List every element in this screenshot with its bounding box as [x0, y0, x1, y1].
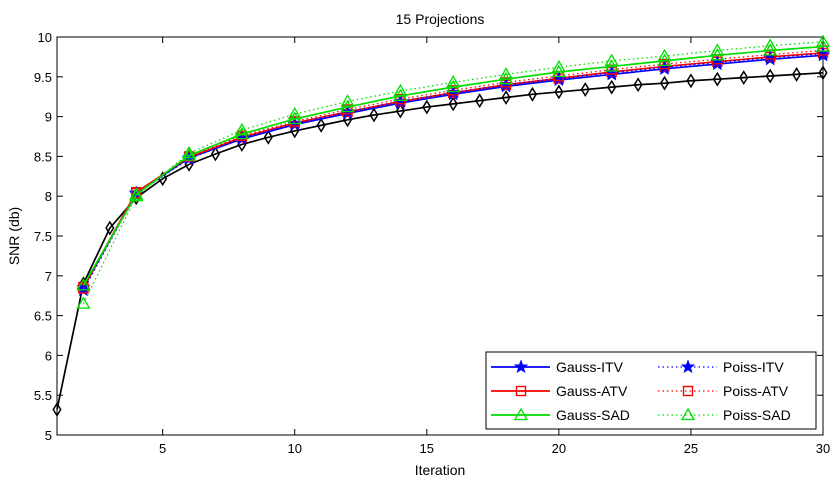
data-point-poiss-sad — [76, 296, 91, 309]
data-point-reference — [501, 90, 511, 105]
y-axis-label: SNR (db) — [6, 207, 22, 265]
x-tick-label: 20 — [552, 441, 566, 456]
data-point-gauss-sad — [76, 278, 91, 291]
y-tick-label: 6.5 — [34, 309, 52, 324]
data-point-reference — [422, 99, 432, 115]
legend-label-gauss-atv: Gauss-ATV — [556, 383, 628, 399]
data-point-reference — [316, 117, 326, 133]
legend-label-poiss-sad: Poiss-SAD — [723, 407, 791, 423]
axes: 5 10 15 20 25 30 5 5.5 6 6.5 7 7.5 8 8.5 9 9.5 10 — [34, 30, 830, 456]
data-point-reference — [791, 66, 802, 82]
series-layer — [52, 34, 830, 417]
y-tick-label: 8.5 — [34, 149, 52, 164]
series-line-poiss-atv — [82, 49, 824, 289]
data-point-reference — [105, 220, 115, 236]
x-tick-label: 5 — [159, 441, 166, 456]
data-point-reference — [527, 86, 538, 102]
data-point-reference — [369, 107, 379, 123]
data-point-reference — [818, 65, 828, 81]
data-point-reference — [659, 75, 670, 91]
data-point-poiss-sad — [763, 38, 778, 51]
x-tick-label: 30 — [816, 441, 830, 456]
data-point-reference — [210, 146, 221, 162]
legend: Gauss-ITV Gauss-ATV Gauss-SAD Poiss-ITV Pois… — [485, 351, 817, 430]
data-point-poiss-sad — [604, 53, 619, 67]
x-tick-label: 15 — [420, 441, 434, 456]
data-point-gauss-sad — [129, 187, 144, 200]
y-tick-label: 7 — [45, 269, 52, 284]
data-point-reference — [554, 84, 564, 100]
data-point-reference — [739, 70, 749, 86]
data-point-reference — [52, 402, 62, 417]
data-point-poiss-sad — [287, 106, 302, 120]
legend-marker-gauss-atv — [515, 385, 527, 397]
data-point-poiss-sad — [340, 94, 355, 107]
chart-title: 15 Projections — [396, 11, 485, 27]
x-tick-label: 25 — [684, 441, 698, 456]
legend-label-poiss-itv: Poiss-ITV — [723, 359, 784, 375]
legend-marker-gauss-sad — [513, 407, 529, 421]
data-point-reference — [686, 73, 696, 89]
data-point-poiss-sad — [657, 48, 672, 62]
series-gauss-sad — [76, 39, 830, 291]
data-point-reference — [448, 96, 458, 112]
data-point-poiss-sad — [498, 67, 514, 80]
data-point-reference — [263, 129, 273, 145]
data-point-poiss-sad — [551, 59, 566, 73]
y-tick-label: 10 — [38, 30, 52, 45]
data-point-reference — [712, 71, 722, 87]
y-tick-label: 6 — [45, 348, 52, 363]
data-point-poiss-sad — [446, 75, 461, 88]
data-point-reference — [475, 93, 485, 109]
x-axis-label: Iteration — [415, 462, 466, 478]
legend-label-gauss-sad: Gauss-SAD — [556, 407, 630, 423]
series-reference — [52, 65, 828, 417]
data-point-gauss-sad — [234, 126, 250, 140]
legend-marker-poiss-itv — [680, 359, 696, 374]
data-point-gauss-sad — [181, 148, 197, 161]
legend-label-gauss-itv: Gauss-ITV — [556, 359, 624, 375]
legend-label-poiss-atv: Poiss-ATV — [723, 383, 789, 399]
y-tick-label: 9 — [45, 110, 52, 125]
data-point-poiss-sad — [393, 83, 408, 97]
series-line-poiss-sad — [82, 41, 824, 304]
legend-marker-poiss-atv — [682, 385, 694, 397]
legend-entry-gauss-itv: Gauss-ITV — [491, 359, 624, 375]
series-poiss-sad — [76, 34, 830, 309]
legend-marker-gauss-itv — [513, 359, 529, 374]
data-point-reference — [607, 79, 617, 95]
data-point-poiss-sad — [129, 188, 144, 202]
data-point-poiss-sad — [234, 122, 250, 136]
legend-entry-poiss-sad: Poiss-SAD — [658, 407, 791, 423]
data-point-poiss-sad — [181, 145, 197, 159]
data-point-reference — [633, 77, 643, 93]
y-tick-label: 9.5 — [34, 70, 52, 85]
y-tick-label: 5 — [45, 428, 52, 443]
data-point-reference — [765, 68, 775, 84]
data-point-reference — [580, 82, 590, 97]
data-point-poiss-sad — [710, 43, 725, 56]
y-tick-label: 7.5 — [34, 229, 52, 244]
data-point-reference — [395, 103, 405, 119]
legend-entry-gauss-sad: Gauss-SAD — [491, 407, 630, 423]
legend-entry-poiss-itv: Poiss-ITV — [658, 359, 784, 375]
x-tick-label: 10 — [287, 441, 301, 456]
legend-entry-gauss-atv: Gauss-ATV — [491, 383, 628, 399]
legend-entry-poiss-atv: Poiss-ATV — [658, 383, 789, 399]
legend-marker-poiss-sad — [680, 407, 696, 421]
series-gauss-atv — [78, 47, 829, 293]
y-tick-label: 5.5 — [34, 388, 52, 403]
y-tick-label: 8 — [45, 189, 52, 204]
data-point-poiss-sad — [815, 34, 830, 47]
